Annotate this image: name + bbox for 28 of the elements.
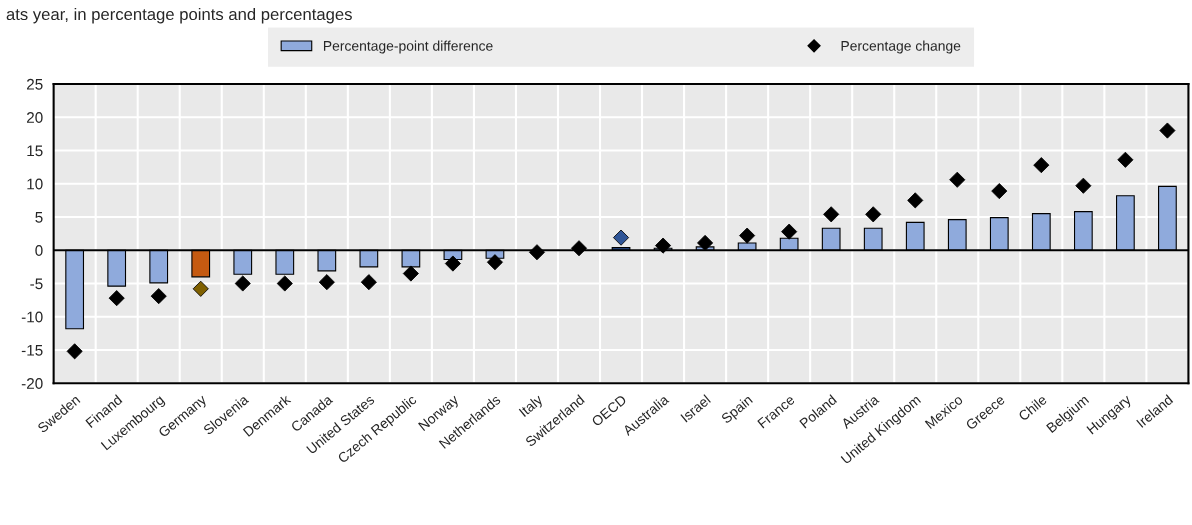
y-tick-label: 15 <box>27 145 43 157</box>
y-tick-label: 20 <box>27 112 43 123</box>
point <box>739 227 756 244</box>
point <box>192 280 209 297</box>
x-tick-label: Chile <box>1017 394 1048 422</box>
y-tick-label: -10 <box>21 311 43 323</box>
y-tick-label: 5 <box>35 212 43 223</box>
y-tick-label: 0 <box>35 245 43 256</box>
chart-subtitle: ats year, in percentage points and percentages <box>6 7 352 24</box>
y-tick-label: 10 <box>27 178 43 190</box>
point <box>823 206 840 223</box>
point <box>402 265 419 282</box>
y-tick-label: -15 <box>21 345 43 356</box>
point <box>1117 151 1134 168</box>
point <box>150 288 167 305</box>
point <box>865 206 882 223</box>
point <box>781 223 798 240</box>
point <box>613 229 630 246</box>
point <box>1033 157 1050 174</box>
point <box>108 290 125 307</box>
legend-label: Percentage change <box>841 40 961 54</box>
y-tick-label: 25 <box>27 78 43 90</box>
point <box>949 171 966 188</box>
y-tick-label: -5 <box>30 278 43 290</box>
y-tick-label: -20 <box>21 378 43 389</box>
legend-label: Percentage-point difference <box>323 40 493 54</box>
point <box>655 237 672 254</box>
point <box>444 255 461 272</box>
